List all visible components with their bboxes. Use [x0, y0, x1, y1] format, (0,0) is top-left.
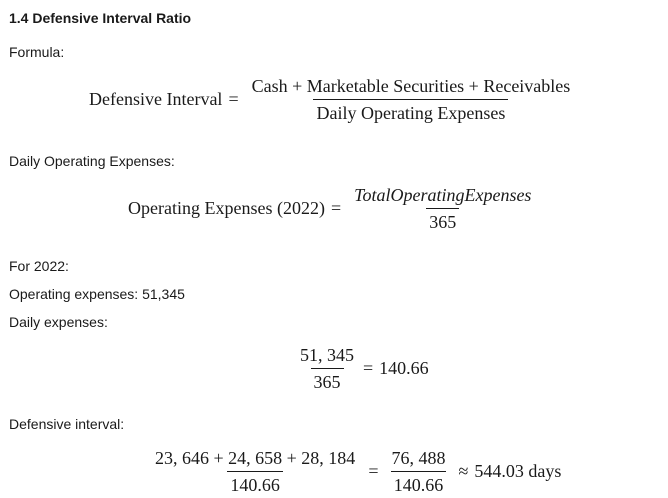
equals-sign: =	[368, 461, 379, 481]
formula-lhs: Defensive Interval	[89, 89, 223, 109]
equals-sign: =	[330, 198, 342, 218]
opex-line: Operating expenses: 51,345	[9, 286, 185, 302]
approx-sign: ≈	[458, 461, 469, 481]
daily-formula-fraction: TotalOperatingExpenses 365	[351, 185, 534, 232]
formula-fraction: Cash + Marketable Securities + Receivabl…	[249, 76, 574, 123]
formula-label: Formula:	[9, 44, 65, 60]
interval-numerator-sum: 23, 646 + 24, 658 + 28, 184	[155, 448, 356, 468]
interval-numerator-total: 76, 488	[391, 448, 446, 468]
defensive-interval-label: Defensive interval:	[9, 416, 125, 432]
interval-fraction-sum: 23, 646 + 24, 658 + 28, 184 140.66	[152, 448, 358, 495]
equals-sign: =	[228, 89, 239, 109]
formula-denominator: Daily Operating Expenses	[313, 99, 509, 123]
daily-calc-result: 140.66	[379, 358, 429, 378]
interval-result: 544.03 days	[474, 461, 562, 481]
daily-calc-numerator: 51, 345	[300, 345, 354, 365]
defensive-interval-formula: Defensive Interval = Cash + Marketable S…	[89, 76, 577, 123]
interval-denominator-1: 140.66	[227, 471, 283, 495]
daily-calc-denominator: 365	[310, 368, 344, 392]
daily-expenses-calc: 51, 345 365 = 140.66	[293, 345, 429, 392]
section-heading: 1.4 Defensive Interval Ratio	[9, 10, 192, 26]
daily-calc-fraction: 51, 345 365	[297, 345, 357, 392]
daily-formula-numerator: TotalOperatingExpenses	[354, 185, 532, 205]
daily-formula-lhs: Operating Expenses (2022)	[128, 198, 325, 218]
daily-opex-label: Daily Operating Expenses:	[9, 153, 175, 169]
interval-fraction-total: 76, 488 140.66	[388, 448, 448, 495]
defensive-interval-calc: 23, 646 + 24, 658 + 28, 184 140.66 = 76,…	[148, 448, 561, 495]
interval-denominator-2: 140.66	[390, 471, 447, 495]
daily-opex-formula: Operating Expenses (2022) = TotalOperati…	[128, 185, 538, 232]
formula-numerator: Cash + Marketable Securities + Receivabl…	[251, 76, 571, 96]
daily-formula-denominator: 365	[426, 208, 460, 232]
equals-sign: =	[363, 358, 374, 378]
year-label: For 2022:	[9, 258, 69, 274]
daily-expenses-label: Daily expenses:	[9, 314, 108, 330]
